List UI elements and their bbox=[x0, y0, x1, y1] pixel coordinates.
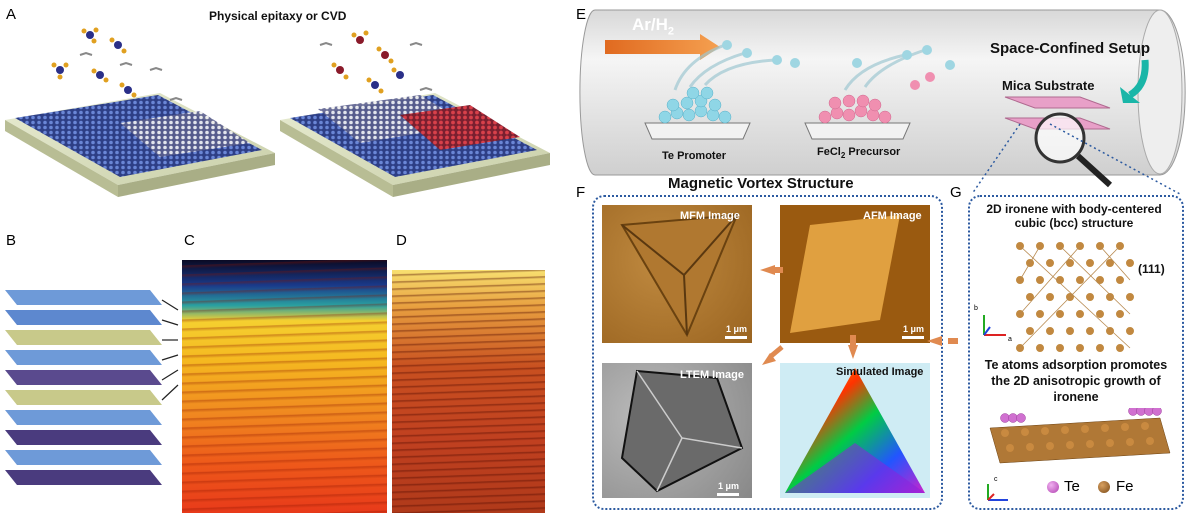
mfm-scale-bar bbox=[725, 336, 747, 339]
panel-e-furnace bbox=[579, 9, 1186, 188]
panel-label-d: D bbox=[396, 232, 407, 249]
space-confined-label: Space-Confined Setup bbox=[990, 40, 1151, 57]
panel-label-c: C bbox=[184, 232, 195, 249]
axis-triad-bottom bbox=[987, 484, 1008, 501]
precursor-molecules-right bbox=[319, 30, 433, 94]
bcc-lattice bbox=[1016, 242, 1134, 352]
left-substrate bbox=[5, 93, 275, 197]
axis-a-label: a bbox=[1008, 336, 1012, 343]
axis-c-label: c bbox=[994, 476, 998, 483]
te-legend-icon bbox=[1047, 481, 1059, 493]
precursor-molecules-left bbox=[51, 27, 183, 101]
fe-legend-label: Fe bbox=[1116, 478, 1134, 495]
te-promoter-label: Te Promoter bbox=[662, 150, 726, 162]
panel-label-e: E bbox=[576, 6, 587, 23]
panel-f-frame bbox=[592, 195, 943, 510]
afm-image bbox=[780, 205, 930, 343]
simulated-label: Simulated Image bbox=[836, 366, 924, 378]
ltem-scale-bar bbox=[717, 493, 739, 496]
ltem-scale-label: 1 μm bbox=[718, 481, 740, 491]
panel-b-layer-stack bbox=[5, 290, 179, 485]
right-substrate bbox=[280, 93, 550, 197]
ironene-bcc-title: 2D ironene with body-centered cubic (bcc… bbox=[986, 202, 1162, 230]
simulated-image bbox=[780, 363, 930, 498]
afm-label: AFM Image bbox=[863, 210, 922, 222]
panel-label-a: A bbox=[6, 6, 17, 23]
miller-index: (111) bbox=[1138, 262, 1165, 276]
mica-substrate-label: Mica Substrate bbox=[1002, 78, 1095, 93]
panel-f-title: Magnetic Vortex Structure bbox=[668, 175, 854, 192]
panel-a-illustration bbox=[5, 27, 550, 197]
ltem-image bbox=[602, 363, 752, 498]
gas-label: Ar/H2 bbox=[632, 15, 675, 38]
ltem-label: LTEM Image bbox=[680, 369, 744, 381]
panel-d-image bbox=[392, 270, 545, 513]
te-adsorption-caption: Te atoms adsorption promotes the 2D anis… bbox=[984, 358, 1168, 404]
mfm-image bbox=[602, 205, 752, 343]
panel-label-f: F bbox=[576, 184, 586, 201]
anisotropic-growth-structure bbox=[989, 408, 1171, 464]
panel-g-frame bbox=[968, 195, 1184, 510]
axis-triad-top bbox=[983, 315, 1006, 336]
panel-a-title: Physical epitaxy or CVD bbox=[209, 9, 347, 23]
flow-arrows bbox=[760, 265, 958, 365]
axis-b-label: b bbox=[974, 305, 978, 312]
afm-scale-label: 1 μm bbox=[903, 324, 925, 334]
zoom-lines bbox=[971, 123, 1181, 195]
panel-label-g: G bbox=[950, 184, 962, 201]
afm-scale-bar bbox=[902, 336, 924, 339]
mfm-scale-label: 1 μm bbox=[726, 324, 748, 334]
gas-flow-arrow bbox=[605, 34, 720, 60]
te-legend-label: Te bbox=[1064, 478, 1080, 495]
panel-label-b: B bbox=[6, 232, 17, 249]
fecl2-precursor-label: FeCl2 Precursor bbox=[817, 146, 901, 161]
panel-c-image bbox=[182, 260, 387, 513]
fe-legend-icon bbox=[1098, 481, 1110, 493]
mfm-label: MFM Image bbox=[680, 210, 740, 222]
